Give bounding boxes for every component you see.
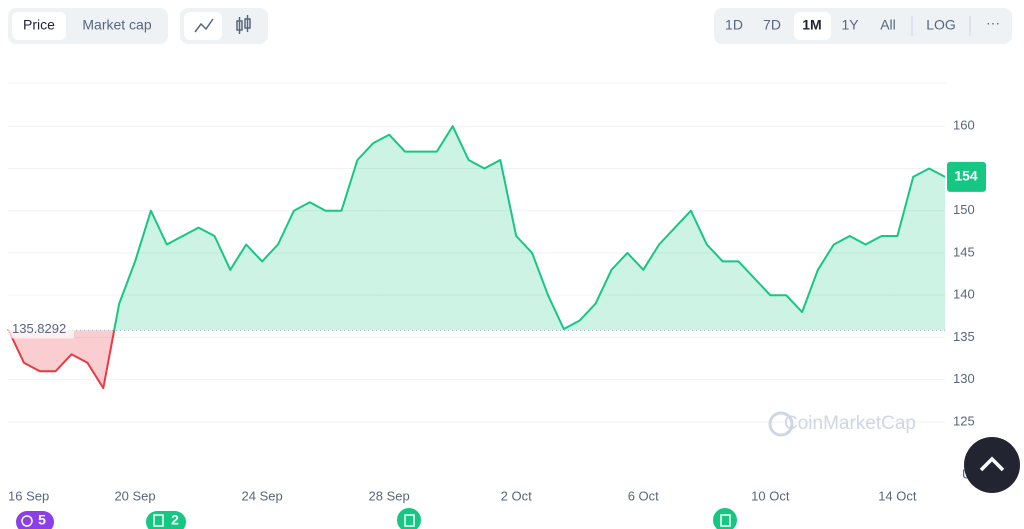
- price-tag-label: 154: [954, 168, 978, 184]
- tab[interactable]: Price: [23, 17, 55, 33]
- y-tick-label: 145: [953, 244, 975, 259]
- x-tick-label: 10 Oct: [751, 488, 790, 503]
- range-group: [714, 8, 1012, 44]
- range-button[interactable]: All: [880, 17, 896, 33]
- area: [8, 126, 945, 389]
- range-button[interactable]: 1D: [725, 17, 743, 33]
- x-tick-label: 28 Sep: [369, 488, 410, 503]
- range-active[interactable]: [794, 12, 831, 40]
- baseline-label-bg: [8, 320, 74, 339]
- y-tick-label: 150: [953, 202, 975, 217]
- price-line: [7, 125, 946, 390]
- range-button[interactable]: 7D: [763, 17, 781, 33]
- event-icon: [21, 515, 33, 527]
- x-tick-label: 20 Sep: [114, 488, 155, 503]
- y-tick-label: 130: [953, 371, 975, 386]
- range-button[interactable]: 1M: [802, 17, 821, 33]
- event-count[interactable]: 2: [171, 512, 179, 528]
- y-tick-label: 125: [953, 413, 975, 428]
- y-tick-label: 140: [953, 287, 975, 302]
- price-tag: [947, 161, 986, 192]
- x-tick-label: 14 Oct: [878, 488, 917, 503]
- event-icon: [720, 514, 731, 527]
- x-tick-label: 16 Sep: [8, 488, 49, 503]
- x-tick-label: 2 Oct: [501, 488, 532, 503]
- log-button[interactable]: LOG: [926, 17, 956, 33]
- scroll-top[interactable]: [964, 437, 1020, 493]
- tab-active[interactable]: [12, 12, 66, 40]
- line-icon: [194, 18, 214, 33]
- event-icon: [153, 514, 164, 527]
- event-badge[interactable]: [397, 508, 421, 529]
- more-button[interactable]: ···: [986, 15, 1000, 31]
- y-tick-label: 160: [953, 118, 975, 133]
- chevron: [979, 456, 1005, 472]
- x-tick-label: 6 Oct: [628, 488, 659, 503]
- candle-icon[interactable]: [236, 15, 251, 34]
- watermark-logo: [768, 411, 794, 437]
- watermark: CoinMarketCap: [784, 413, 916, 434]
- event-count[interactable]: 5: [38, 512, 46, 528]
- range-button[interactable]: 1Y: [841, 17, 859, 33]
- event-icon: [404, 514, 415, 527]
- tab[interactable]: Market cap: [82, 17, 151, 33]
- baseline-label: 135.8292: [12, 321, 66, 336]
- y-tick-label: 135: [953, 329, 975, 344]
- x-tick-label: 24 Sep: [242, 488, 283, 503]
- event-badge[interactable]: [146, 511, 186, 529]
- event-badge[interactable]: [713, 508, 737, 529]
